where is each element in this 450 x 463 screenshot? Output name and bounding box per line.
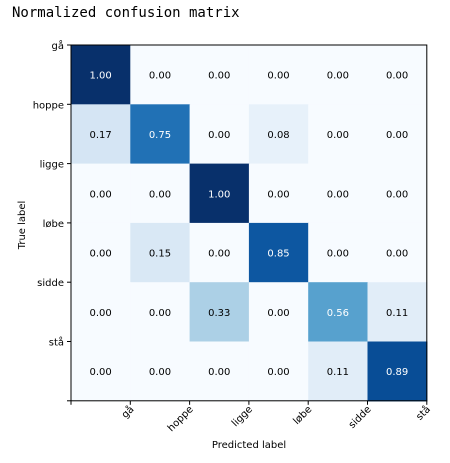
heatmap-cell xyxy=(130,163,191,224)
cell-value-label: 0.00 xyxy=(149,189,171,200)
cell-value-label: 0.56 xyxy=(327,308,349,319)
y-tick-label: stå xyxy=(49,336,64,349)
heatmap-cell xyxy=(248,341,309,402)
heatmap-cell xyxy=(71,282,131,343)
cell-value-label: 0.00 xyxy=(208,367,230,378)
cell-value-label: 0.00 xyxy=(149,71,171,82)
cell-value-label: 0.00 xyxy=(149,367,171,378)
cell-value-label: 0.00 xyxy=(90,308,112,319)
y-tick-label: gå xyxy=(52,39,64,52)
heatmap-cell xyxy=(130,45,191,105)
heatmap-cell xyxy=(71,341,131,402)
heatmap-cell xyxy=(248,163,309,224)
heatmap-cell xyxy=(308,222,369,283)
cell-value-label: 0.33 xyxy=(208,308,230,319)
heatmap-cell xyxy=(367,163,428,224)
cell-value-label: 0.00 xyxy=(386,189,408,200)
heatmap-cell xyxy=(248,222,309,283)
cell-value-label: 1.00 xyxy=(208,189,230,200)
cell-value-label: 0.00 xyxy=(327,130,349,141)
cell-value-label: 0.17 xyxy=(90,130,112,141)
heatmap-cell xyxy=(248,104,309,165)
heatmap-cell xyxy=(367,341,428,402)
cell-value-label: 0.89 xyxy=(386,367,408,378)
heatmap-cell xyxy=(71,104,131,165)
cell-value-label: 0.00 xyxy=(267,367,289,378)
cell-value-label: 0.00 xyxy=(386,130,408,141)
x-tick-label: løbe xyxy=(291,404,314,427)
cell-value-label: 0.15 xyxy=(149,249,171,260)
y-tick-label: sidde xyxy=(37,278,64,289)
heatmap-cell-labels: 1.00 0.00 0.00 0.00 0.00 0.00 0.17 0.75 0.00 0.08… xyxy=(90,71,409,378)
heatmap-cell xyxy=(189,341,250,402)
cell-value-label: 0.08 xyxy=(267,130,289,141)
heatmap-cell xyxy=(189,222,250,283)
cell-value-label: 0.00 xyxy=(267,71,289,82)
y-tick-label: hoppe xyxy=(33,100,64,111)
x-tick-label: stå xyxy=(413,403,433,423)
heatmap-cell xyxy=(130,104,191,165)
cell-value-label: 0.00 xyxy=(90,189,112,200)
cell-value-label: 0.00 xyxy=(149,308,171,319)
cell-value-label: 0.85 xyxy=(267,249,289,260)
heatmap-cell xyxy=(308,163,369,224)
heatmap-cell xyxy=(367,45,428,105)
heatmap-cell xyxy=(308,45,369,105)
heatmap-cell xyxy=(248,45,309,105)
heatmap-cell xyxy=(130,341,191,402)
x-tick-label: gå xyxy=(118,403,136,421)
heatmap-cell xyxy=(367,282,428,343)
heatmap-cell xyxy=(71,222,131,283)
heatmap-cell xyxy=(367,104,428,165)
heatmap-cell xyxy=(71,45,131,105)
heatmap-cells xyxy=(71,45,428,402)
cell-value-label: 0.00 xyxy=(386,249,408,260)
heatmap-cell xyxy=(248,282,309,343)
cell-value-label: 0.00 xyxy=(90,367,112,378)
x-axis-label: Predicted label xyxy=(212,440,286,451)
cell-value-label: 0.75 xyxy=(149,130,171,141)
y-axis-ticks: gå hoppe ligge løbe sidde stå xyxy=(33,39,71,402)
cell-value-label: 0.00 xyxy=(208,249,230,260)
heatmap-cell xyxy=(130,222,191,283)
cell-value-label: 0.00 xyxy=(90,249,112,260)
heatmap-cell xyxy=(189,45,250,105)
heatmap-cell xyxy=(308,104,369,165)
heatmap-cell xyxy=(130,282,191,343)
y-axis-label: True label xyxy=(17,201,28,251)
cell-value-label: 1.00 xyxy=(90,71,112,82)
cell-value-label: 0.00 xyxy=(327,189,349,200)
y-tick-label: ligge xyxy=(40,160,64,171)
cell-value-label: 0.00 xyxy=(208,71,230,82)
cell-value-label: 0.11 xyxy=(327,367,349,378)
heatmap-cell xyxy=(367,222,428,283)
x-tick-label: sidde xyxy=(347,404,374,431)
cell-value-label: 0.11 xyxy=(386,308,408,319)
heatmap-cell xyxy=(189,104,250,165)
x-tick-label: hoppe xyxy=(166,404,196,434)
y-tick-label: løbe xyxy=(43,219,64,230)
heatmap-cell xyxy=(71,163,131,224)
heatmap-cell xyxy=(189,282,250,343)
heatmap-cell xyxy=(308,341,369,402)
cell-value-label: 0.00 xyxy=(267,189,289,200)
x-tick-label: ligge xyxy=(230,404,255,429)
chart-title: Normalized confusion matrix xyxy=(12,5,240,21)
heatmap-cell xyxy=(308,282,369,343)
cell-value-label: 0.00 xyxy=(208,130,230,141)
heatmap-cell xyxy=(189,163,250,224)
cell-value-label: 0.00 xyxy=(267,308,289,319)
cell-value-label: 0.00 xyxy=(327,249,349,260)
cell-value-label: 0.00 xyxy=(327,71,349,82)
x-axis-ticks: gå hoppe ligge løbe sidde stå xyxy=(70,400,433,434)
cell-value-label: 0.00 xyxy=(386,71,408,82)
